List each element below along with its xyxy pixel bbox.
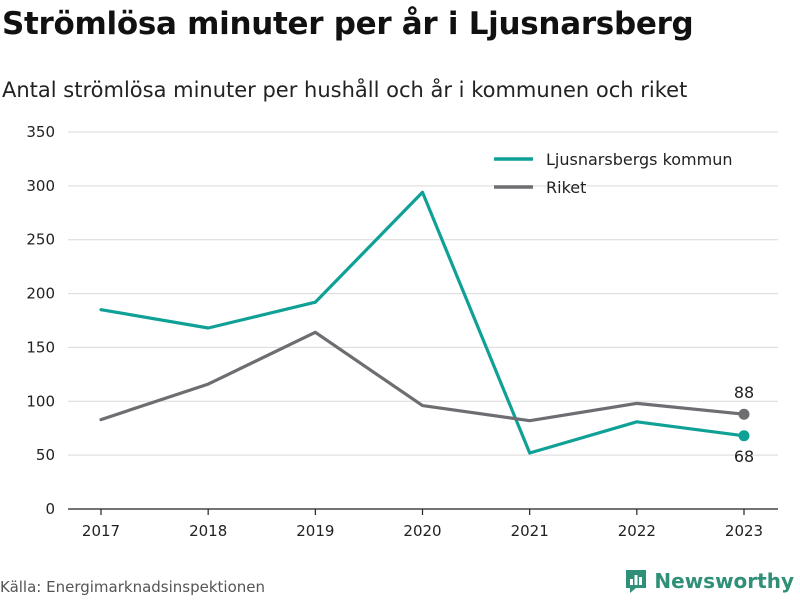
x-tick-label: 2022 [618,522,656,540]
brand-logo: Newsworthy [624,568,794,594]
end-value-label: 68 [734,447,754,466]
x-tick-label: 2017 [82,522,120,540]
x-tick-label: 2023 [725,522,763,540]
y-tick-label: 200 [26,285,55,303]
series-end-point-0 [738,430,750,442]
x-tick-label: 2020 [403,522,441,540]
y-tick-label: 50 [36,446,55,464]
legend: Ljusnarsbergs kommun Riket [494,150,733,197]
end-value-label: 88 [734,383,754,402]
data-labels: 68 88 [734,383,754,466]
series-line-1 [99,330,746,423]
grid-lines [68,131,778,456]
series-end-point-1 [738,408,750,420]
y-tick-label: 350 [26,123,55,141]
y-tick-label: 250 [26,231,55,249]
y-tick-label: 0 [45,500,55,518]
x-tick-label: 2021 [511,522,549,540]
axes: 0 50 100 150 200 250 300 350 2017 2018 2019 2020 202… [26,123,778,540]
legend-label: Ljusnarsbergs kommun [546,150,733,169]
legend-label: Riket [546,178,586,197]
brand-name: Newsworthy [654,569,794,593]
x-tick-label: 2018 [189,522,227,540]
series-line-0 [99,190,746,455]
chart-subtitle: Antal strömlösa minuter per hushåll och … [2,78,688,102]
y-tick-label: 100 [26,392,55,410]
y-tick-label: 150 [26,338,55,356]
y-tick-label: 300 [26,177,55,195]
bar-chart-logo-icon [626,570,647,593]
source-note: Källa: Energimarknadsinspektionen [0,578,266,596]
x-tick-label: 2019 [296,522,334,540]
series-lines [99,190,750,455]
chart-title: Strömlösa minuter per år i Ljusnarsberg [2,6,694,42]
